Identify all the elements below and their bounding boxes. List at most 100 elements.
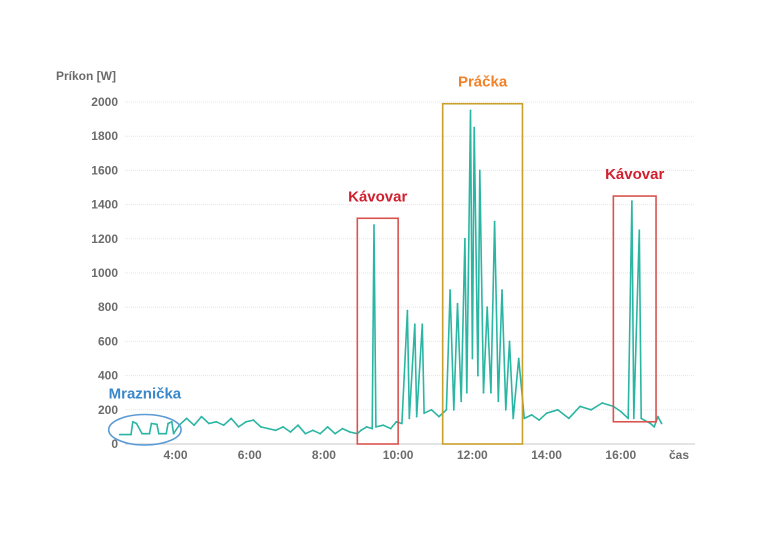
data-point: [259, 426, 262, 428]
data-point: [530, 414, 533, 416]
data-point: [267, 427, 270, 430]
data-point: [148, 432, 151, 435]
data-point: [326, 426, 329, 428]
data-point: [400, 422, 403, 425]
series-layer: [118, 109, 663, 436]
data-point: [118, 433, 121, 436]
data-point: [523, 417, 526, 420]
annotation-label: Práčka: [458, 74, 508, 91]
data-point: [389, 427, 392, 430]
data-point: [501, 289, 503, 291]
y-tick-label: 2000: [91, 95, 118, 109]
data-point: [653, 426, 656, 428]
data-point: [477, 374, 479, 377]
data-point: [135, 422, 138, 425]
data-point: [423, 412, 426, 415]
data-point: [508, 340, 511, 343]
data-point: [556, 408, 559, 411]
x-tick-label: 6:00: [238, 448, 262, 462]
data-point: [413, 323, 416, 326]
data-point: [395, 420, 398, 423]
data-point: [493, 220, 496, 223]
data-point: [640, 417, 643, 420]
data-point: [649, 422, 652, 425]
data-point: [469, 109, 472, 112]
data-point: [601, 402, 604, 404]
data-point: [130, 433, 132, 436]
annotations-layer: Mraznička Kávovar Práčka Kávovar: [107, 74, 664, 446]
annotation-ellipse: [107, 413, 182, 446]
data-point: [245, 420, 247, 423]
data-point: [438, 415, 440, 418]
annotation-box: [612, 195, 657, 423]
data-point: [165, 432, 168, 435]
data-point: [341, 427, 344, 430]
y-tick-label: 1800: [91, 129, 118, 143]
data-point: [193, 424, 195, 427]
annotation-label: Kávovar: [348, 188, 407, 205]
data-point: [230, 417, 233, 420]
data-point: [304, 432, 307, 435]
data-point: [456, 302, 459, 305]
x-tick-label: 8:00: [312, 448, 336, 462]
y-tick-label: 1400: [91, 198, 118, 212]
y-tick-label: 0: [111, 437, 118, 451]
ticks-layer: 0 200 400 600 800 1000 1200 1400 1600 1800 2000 4:0…: [91, 95, 636, 462]
x-tick-label: 10:00: [383, 448, 414, 462]
x-tick-label: 12:00: [457, 448, 488, 462]
data-point: [478, 169, 481, 172]
data-point: [406, 309, 409, 312]
data-point: [545, 412, 548, 415]
data-point: [445, 408, 448, 411]
data-point: [517, 357, 520, 360]
data-point: [167, 422, 169, 425]
data-point: [319, 432, 322, 435]
x-tick-label: 4:00: [163, 448, 187, 462]
data-point: [141, 432, 144, 435]
data-point: [660, 422, 663, 425]
data-point: [252, 419, 255, 421]
annotation-label: Mraznička: [109, 386, 182, 403]
data-point: [497, 400, 500, 403]
data-point: [360, 429, 362, 432]
data-point: [473, 126, 476, 129]
data-point: [430, 408, 433, 411]
data-point: [590, 408, 593, 411]
data-point: [627, 417, 630, 420]
data-point: [311, 429, 314, 432]
y-tick-label: 1600: [91, 163, 118, 177]
data-point: [486, 306, 489, 309]
data-point: [631, 200, 633, 203]
y-axis-title: Príkon [W]: [56, 69, 116, 83]
y-tick-label: 600: [98, 334, 118, 348]
data-point: [619, 410, 622, 413]
data-point: [452, 408, 455, 411]
data-point: [490, 391, 492, 394]
data-point: [374, 426, 377, 428]
y-tick-label: 1000: [91, 266, 118, 280]
data-point: [222, 424, 225, 427]
x-tick-label: 16:00: [605, 448, 636, 462]
data-point: [156, 423, 158, 426]
data-point: [579, 405, 581, 408]
data-point: [482, 391, 485, 394]
y-tick-label: 200: [98, 403, 118, 417]
data-point: [349, 431, 351, 433]
grid: [125, 101, 695, 445]
data-point: [449, 289, 451, 291]
data-point: [382, 424, 385, 427]
data-point: [200, 415, 203, 418]
annotation-label: Kávovar: [605, 166, 664, 183]
annotation-box: [441, 102, 524, 445]
data-point: [215, 420, 218, 423]
x-tick-label: 14:00: [531, 448, 562, 462]
data-point: [464, 237, 466, 240]
data-point: [365, 426, 368, 428]
data-point: [638, 229, 641, 232]
data-point: [334, 432, 336, 435]
data-point: [567, 417, 570, 420]
data-point: [656, 415, 659, 418]
data-point: [512, 417, 515, 420]
data-point: [237, 426, 240, 428]
